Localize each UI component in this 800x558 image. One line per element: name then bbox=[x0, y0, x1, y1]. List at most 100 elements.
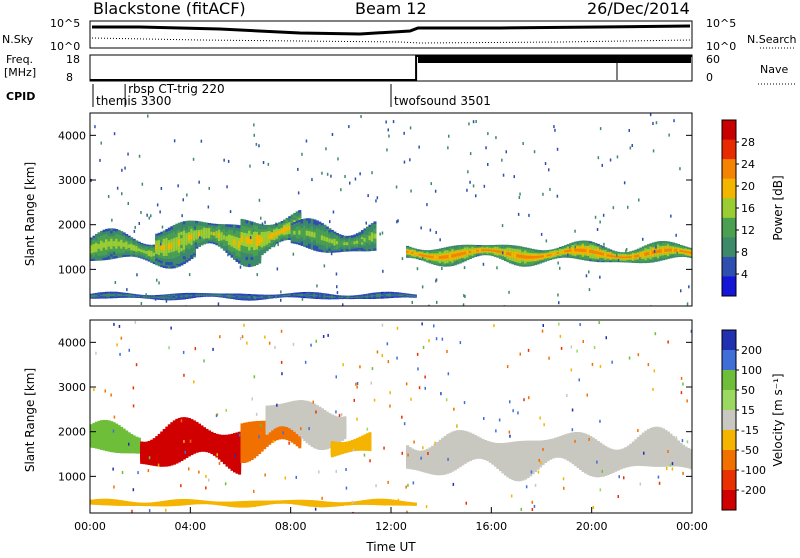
echo-speck bbox=[382, 324, 384, 327]
echo-speck bbox=[579, 378, 581, 381]
echo-speck bbox=[293, 253, 295, 256]
echo-speck bbox=[321, 497, 323, 500]
colorbar-swatch bbox=[722, 257, 736, 277]
echo-speck bbox=[448, 135, 450, 138]
echo-speck bbox=[307, 236, 309, 239]
echo-speck bbox=[382, 232, 384, 235]
echo-speck bbox=[333, 211, 335, 214]
echo-speck bbox=[254, 134, 256, 137]
echo-speck bbox=[598, 321, 600, 324]
echo-speck bbox=[600, 488, 602, 491]
echo-speck bbox=[375, 199, 377, 202]
echo-speck bbox=[369, 246, 371, 249]
echo-speck bbox=[502, 251, 504, 254]
colorbar-swatch bbox=[722, 237, 736, 257]
echo-speck bbox=[264, 474, 266, 477]
echo-speck bbox=[642, 238, 644, 241]
power-frame bbox=[90, 113, 692, 306]
echo-speck bbox=[336, 285, 338, 288]
echo-speck bbox=[422, 446, 424, 449]
echo-speck bbox=[679, 167, 681, 170]
echo-speck bbox=[667, 341, 669, 344]
echo-speck bbox=[374, 399, 376, 402]
echo-speck bbox=[344, 175, 346, 178]
echo-speck bbox=[677, 252, 679, 255]
freq-label-1: Freq. bbox=[6, 53, 33, 66]
echo-speck bbox=[318, 295, 320, 298]
echo-speck bbox=[435, 190, 437, 193]
echo-speck bbox=[300, 427, 302, 430]
echo-speck bbox=[630, 147, 632, 150]
echo-speck bbox=[115, 281, 117, 284]
echo-speck bbox=[177, 184, 179, 187]
echo-speck bbox=[417, 353, 419, 356]
y-tick-label: 3000 bbox=[58, 174, 86, 187]
colorbar-label: Power [dB] bbox=[771, 175, 785, 240]
echo-speck bbox=[145, 293, 147, 296]
echo-speck bbox=[654, 250, 656, 253]
echo-speck bbox=[142, 183, 144, 186]
echo-speck bbox=[396, 186, 398, 189]
echo-speck bbox=[263, 226, 265, 229]
echo-speck bbox=[670, 464, 672, 467]
echo-speck bbox=[670, 215, 672, 218]
nsky-label: N.Sky bbox=[2, 33, 34, 46]
echo-speck bbox=[624, 181, 626, 184]
echo-speck bbox=[255, 297, 257, 300]
echo-speck bbox=[439, 238, 441, 241]
echo-speck bbox=[321, 172, 323, 175]
echo-speck bbox=[175, 231, 177, 234]
echo-speck bbox=[124, 167, 126, 170]
echo-speck bbox=[397, 219, 399, 222]
echo-speck bbox=[430, 229, 432, 232]
echo-speck bbox=[260, 424, 262, 427]
echo-speck bbox=[258, 144, 260, 147]
echo-speck bbox=[131, 510, 133, 513]
echo-speck bbox=[541, 233, 543, 236]
echo-speck bbox=[277, 267, 279, 270]
echo-speck bbox=[253, 229, 255, 232]
echo-speck bbox=[613, 206, 615, 209]
echo-speck bbox=[121, 192, 123, 195]
echo-speck bbox=[656, 121, 658, 124]
echo-speck bbox=[235, 454, 237, 457]
echo-speck bbox=[121, 337, 123, 340]
echo-speck bbox=[311, 178, 313, 181]
echo-speck bbox=[379, 233, 381, 236]
echo-speck bbox=[147, 115, 149, 118]
echo-speck bbox=[468, 122, 470, 125]
beam-title: Beam 12 bbox=[355, 0, 427, 18]
echo-speck bbox=[161, 187, 163, 190]
echo-speck bbox=[586, 274, 588, 277]
echo-speck bbox=[218, 302, 220, 305]
echo-speck bbox=[348, 296, 350, 299]
colorbar-tick-label: 16 bbox=[741, 202, 755, 215]
nave-band bbox=[418, 56, 691, 63]
echo-speck bbox=[230, 210, 232, 213]
echo-speck bbox=[572, 409, 574, 412]
echo-speck bbox=[409, 158, 411, 161]
echo-speck bbox=[114, 416, 116, 419]
echo-speck bbox=[680, 289, 682, 292]
echo-speck bbox=[150, 214, 152, 217]
echo-speck bbox=[262, 223, 264, 226]
echo-speck bbox=[310, 344, 312, 347]
echo-speck bbox=[557, 262, 559, 265]
echo-speck bbox=[199, 236, 201, 239]
echo-speck bbox=[316, 284, 318, 287]
echo-speck bbox=[129, 294, 131, 297]
y-tick-label: 4000 bbox=[58, 129, 86, 142]
echo-speck bbox=[277, 243, 279, 246]
colorbar-tick-label: 28 bbox=[741, 136, 755, 149]
echo-speck bbox=[402, 257, 404, 260]
echo-speck bbox=[385, 121, 387, 124]
echo-speck bbox=[558, 301, 560, 304]
echo-speck bbox=[557, 148, 559, 151]
echo-speck bbox=[422, 285, 424, 288]
cpid-label: CPID bbox=[6, 90, 35, 103]
echo-speck bbox=[250, 236, 252, 239]
echo-speck bbox=[106, 294, 108, 297]
echo-speck bbox=[208, 206, 210, 209]
echo-speck bbox=[337, 291, 339, 294]
